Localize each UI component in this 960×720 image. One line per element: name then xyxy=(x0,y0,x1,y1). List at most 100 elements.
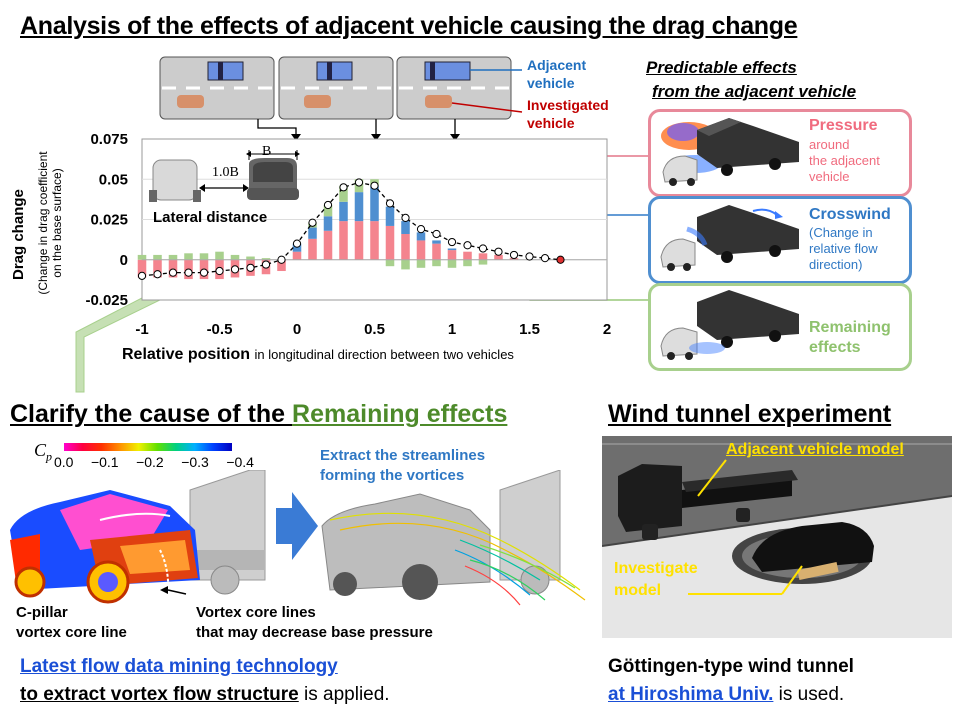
chart-point xyxy=(168,268,178,277)
chart-bar xyxy=(292,251,302,260)
chart-bar xyxy=(339,185,348,202)
chart-bar xyxy=(494,254,503,260)
investigate-model-label: Investigate model xyxy=(614,560,698,599)
pressure-effect-box: Pressure around the adjacent vehicle xyxy=(648,109,912,197)
chart-point xyxy=(308,218,317,227)
chart-point xyxy=(354,178,364,187)
chart-xlabel: Relative position xyxy=(122,346,251,363)
cp-tick: 0.0 xyxy=(54,454,74,470)
chart-y-tick-label: 0.075 xyxy=(90,131,128,148)
chart-x-tick-label: 0.5 xyxy=(364,321,385,338)
chart-point xyxy=(292,239,302,248)
flow-mining-footer-1: Latest flow data mining technology xyxy=(20,656,338,678)
chart-bar xyxy=(370,185,379,222)
remaining-title-highlight: Remaining effects xyxy=(292,400,508,428)
chart-bar xyxy=(277,259,286,272)
wind-tunnel-title: Wind tunnel experiment xyxy=(608,400,891,429)
chart-bar xyxy=(463,251,472,260)
chart-point xyxy=(556,255,565,264)
cp-tick: −0.1 xyxy=(90,454,119,470)
predictable-heading-1: Predictable effects xyxy=(646,58,797,77)
scenario-thumbnail-3 xyxy=(396,56,512,120)
chart-x-tick-label: 1 xyxy=(448,321,456,338)
scenario-thumbnail-1 xyxy=(159,56,275,120)
chart-point xyxy=(447,237,457,247)
chart-bar xyxy=(339,221,348,260)
cfd-truck-left xyxy=(189,470,266,595)
chart-bar xyxy=(153,259,162,278)
chart-bar xyxy=(308,227,317,239)
cp-label-sub: p xyxy=(46,449,53,464)
cp-colorbar xyxy=(64,443,232,451)
lateral-distance-inset xyxy=(149,150,300,202)
wind-tunnel-title-text: Wind tunnel experiment xyxy=(608,400,892,428)
pressure-title: Pressure xyxy=(809,117,878,134)
chart-point xyxy=(277,255,286,264)
chart-bar xyxy=(354,192,364,222)
chart-point xyxy=(370,181,379,190)
chart-point xyxy=(385,199,395,208)
chart-bar xyxy=(478,259,488,265)
flow-mining-link[interactable]: Latest flow data mining technology xyxy=(20,656,338,677)
chart-point xyxy=(184,268,193,277)
chart-point xyxy=(463,241,472,250)
chart-bar xyxy=(447,248,457,251)
crosswind-effect-box: Crosswind (Change in relative flow direc… xyxy=(648,196,912,284)
adjacent-model-label: Adjacent vehicle model xyxy=(726,441,904,458)
inset-caption: Lateral distance xyxy=(153,209,268,226)
page-title: Analysis of the effects of adjacent vehi… xyxy=(20,12,798,40)
chart-bar xyxy=(153,254,162,260)
chart-x-tick-label: 1.5 xyxy=(519,321,540,338)
chart-point xyxy=(246,263,255,272)
chart-point xyxy=(339,183,348,192)
chart-bar xyxy=(137,259,147,278)
pressure-subtitle: around the adjacent vehicle xyxy=(809,137,880,184)
chart-bar xyxy=(230,254,240,260)
chart-bar xyxy=(416,259,426,268)
remaining-title: Remaining effects xyxy=(809,319,891,356)
chart-bar xyxy=(323,216,333,231)
remaining-illustration xyxy=(660,290,799,360)
chart-bar xyxy=(137,254,147,260)
wind-tunnel-photo-svg xyxy=(602,436,952,638)
wind-tunnel-footer-2: at Hiroshima Univ. is used. xyxy=(608,684,844,706)
hiroshima-link[interactable]: at Hiroshima Univ. xyxy=(608,684,774,705)
chart-point xyxy=(478,244,488,253)
chart-bar xyxy=(432,240,441,244)
crosswind-subtitle: (Change in relative flow direction) xyxy=(809,225,878,272)
chart-xlabel-sub: in longitudinal direction between two ve… xyxy=(254,347,514,362)
chart-point xyxy=(153,270,162,279)
chart-bar xyxy=(370,221,379,260)
cp-label-c: C xyxy=(34,440,47,460)
chart-point xyxy=(432,229,441,239)
inset-distance-label: 1.0B xyxy=(212,165,239,180)
flow-mining-rest: is applied. xyxy=(298,684,390,705)
chart-y-tick-label: -0.025 xyxy=(85,292,128,309)
cp-tick: −0.2 xyxy=(136,454,164,470)
wind-tunnel-photo xyxy=(602,436,952,638)
chart-bar xyxy=(246,256,255,260)
scenario-thumbnail-2 xyxy=(278,56,394,120)
chart-bar xyxy=(261,258,271,260)
wind-tunnel-leaders xyxy=(688,459,803,595)
legend-investigated-line xyxy=(451,102,523,113)
chart-xlabel-wrap: Relative position in longitudinal direct… xyxy=(122,346,514,364)
chart-bar xyxy=(323,230,333,260)
cp-label: Cp xyxy=(34,440,52,465)
chart-bar xyxy=(478,253,488,260)
chart-bar xyxy=(416,232,426,241)
chart-bar xyxy=(339,201,348,222)
crosswind-title: Crosswind xyxy=(809,206,891,223)
drag-change-chart: 0.075 0.05 0.025 0 -0.025 -1 -0.5 0 0.5 1 1.5 2 xyxy=(85,131,611,338)
flow-mining-footer-2: to extract vortex flow structure is appl… xyxy=(20,684,390,706)
inset-b-label: B xyxy=(262,144,272,159)
chart-point xyxy=(416,225,426,234)
pressure-illustration xyxy=(661,118,799,186)
chart-bar xyxy=(385,225,395,260)
cfd-next-arrow xyxy=(276,492,318,560)
chart-ylabel: Drag change xyxy=(10,189,27,280)
chart-point xyxy=(323,200,333,210)
chart-point xyxy=(137,271,147,280)
chart-bar xyxy=(199,253,209,260)
chart-bar xyxy=(432,243,441,260)
